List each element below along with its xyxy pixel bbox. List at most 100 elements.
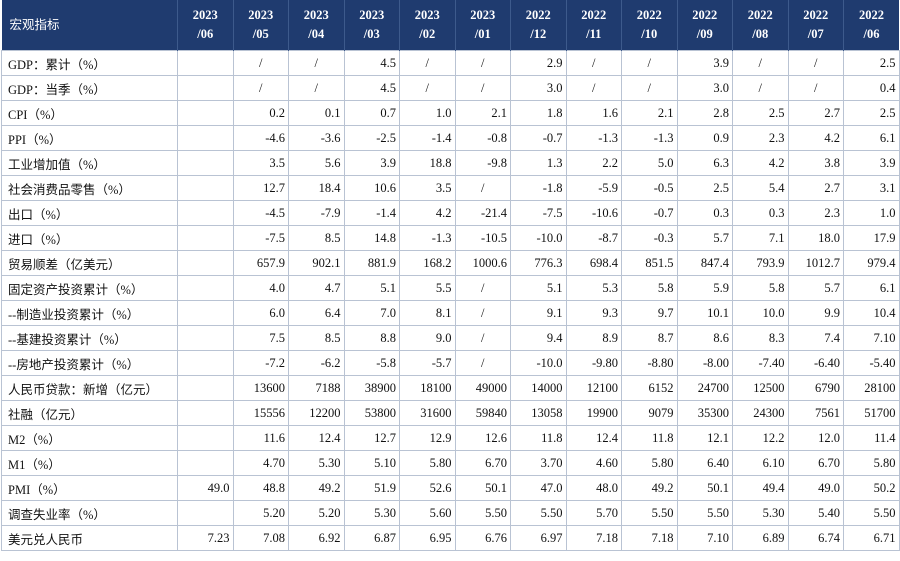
indicator-column-header: 宏观指标	[1, 0, 178, 51]
value-cell: 3.9	[843, 150, 900, 176]
value-cell: 8.5	[288, 225, 345, 251]
indicator-label: PPI（%）	[1, 125, 178, 151]
value-cell: 2.7	[787, 175, 844, 201]
value-cell	[177, 300, 234, 326]
value-cell: /	[787, 50, 844, 76]
period-year: 2022	[859, 8, 884, 22]
value-cell: -1.4	[399, 125, 456, 151]
value-cell	[177, 325, 234, 351]
value-cell: 776.3	[510, 250, 567, 276]
value-cell: 18.8	[399, 150, 456, 176]
value-cell: -6.2	[288, 350, 345, 376]
value-cell: /	[454, 300, 511, 326]
value-cell: 12.0	[787, 425, 844, 451]
indicator-label: 社会消费品零售（%）	[1, 175, 178, 201]
value-cell: 49000	[454, 375, 511, 401]
value-cell: 13058	[510, 400, 567, 426]
value-cell: 10.0	[732, 300, 789, 326]
value-cell: 6.3	[676, 150, 733, 176]
value-cell: 6.40	[676, 450, 733, 476]
value-cell: 2.7	[787, 100, 844, 126]
value-cell: 6.0	[232, 300, 289, 326]
value-cell: -7.2	[232, 350, 289, 376]
table-row: 社会消费品零售（%） 12.7 18.4 10.6 3.5/-1.8 -5.9 -0.5 2.…	[1, 175, 900, 201]
value-cell: 12.6	[454, 425, 511, 451]
table-row: PMI（%） 49.0 48.8 49.2 51.9 52.6 50.1 47.0 48.0 49…	[1, 475, 900, 501]
value-cell: -4.6	[232, 125, 289, 151]
value-cell: 11.8	[621, 425, 678, 451]
value-cell: 9079	[621, 400, 678, 426]
value-cell: /	[454, 175, 511, 201]
value-cell: 979.4	[843, 250, 900, 276]
value-cell: -10.5	[454, 225, 511, 251]
value-cell: 8.5	[288, 325, 345, 351]
value-cell: 9.3	[565, 300, 622, 326]
value-cell: 50.2	[843, 475, 900, 501]
value-cell: 5.50	[843, 500, 900, 526]
value-cell: 0.7	[343, 100, 400, 126]
value-cell: 1.0	[399, 100, 456, 126]
period-column-header: 2023/06	[177, 0, 233, 51]
value-cell: 1.6	[565, 100, 622, 126]
value-cell	[177, 250, 234, 276]
value-cell: -7.5	[510, 200, 567, 226]
value-cell: 5.50	[676, 500, 733, 526]
value-cell: -21.4	[454, 200, 511, 226]
value-cell: 14.8	[343, 225, 400, 251]
value-cell: 8.3	[732, 325, 789, 351]
value-cell: /	[732, 75, 789, 101]
value-cell: 7.18	[565, 525, 622, 551]
value-cell: 9.0	[399, 325, 456, 351]
value-cell: 2.5	[732, 100, 789, 126]
value-cell: 49.2	[288, 475, 345, 501]
value-cell: 1000.6	[454, 250, 511, 276]
value-cell: 10.6	[343, 175, 400, 201]
period-year: 2022	[747, 8, 773, 22]
value-cell: -5.40	[843, 350, 900, 376]
value-cell: /	[232, 75, 289, 101]
value-cell: 5.5	[399, 275, 456, 301]
value-cell: /	[732, 50, 789, 76]
value-cell: 7.10	[676, 525, 733, 551]
value-cell: /	[454, 50, 511, 76]
value-cell: 12.1	[676, 425, 733, 451]
value-cell: 5.7	[676, 225, 733, 251]
period-month: /06	[863, 27, 880, 41]
value-cell	[177, 500, 234, 526]
period-month: /05	[252, 27, 269, 41]
value-cell: 847.4	[676, 250, 733, 276]
value-cell: 51700	[843, 400, 900, 426]
value-cell: 5.6	[288, 150, 345, 176]
value-cell: 7561	[787, 400, 844, 426]
value-cell: 8.7	[621, 325, 678, 351]
value-cell: 657.9	[232, 250, 289, 276]
value-cell: 7188	[288, 375, 345, 401]
value-cell: 31600	[399, 400, 456, 426]
value-cell: -1.8	[510, 175, 567, 201]
value-cell: /	[565, 50, 622, 76]
value-cell: 15556	[232, 400, 289, 426]
value-cell: 1.0	[843, 200, 900, 226]
value-cell: 4.5	[343, 50, 400, 76]
table-row: M2（%） 11.6 12.4 12.7 12.9 12.6 11.8 12.4 11.8 12.…	[1, 425, 900, 451]
indicator-label: 人民币贷款：新增（亿元）	[1, 375, 178, 401]
value-cell: 18.4	[288, 175, 345, 201]
value-cell: 5.0	[621, 150, 678, 176]
value-cell: -1.4	[343, 200, 400, 226]
value-cell: 6.1	[843, 125, 900, 151]
value-cell: 7.4	[787, 325, 844, 351]
indicator-label: 出口（%）	[1, 200, 178, 226]
value-cell: 6790	[787, 375, 844, 401]
value-cell: -10.0	[510, 350, 567, 376]
table-row: 出口（%） -4.5 -7.9 -1.4 4.2 -21.4 -7.5 -10.6 -0.7 0.…	[1, 200, 900, 226]
period-year: 2023	[192, 8, 218, 22]
value-cell: 851.5	[621, 250, 678, 276]
value-cell: 2.1	[621, 100, 678, 126]
value-cell: 24700	[676, 375, 733, 401]
table-row: M1（%） 4.70 5.30 5.10 5.80 6.70 3.70 4.60 5.80 6.4…	[1, 450, 900, 476]
value-cell: 5.8	[621, 275, 678, 301]
value-cell	[177, 275, 234, 301]
indicator-label: 调查失业率（%）	[1, 500, 178, 526]
value-cell: /	[454, 75, 511, 101]
value-cell: 12200	[288, 400, 345, 426]
